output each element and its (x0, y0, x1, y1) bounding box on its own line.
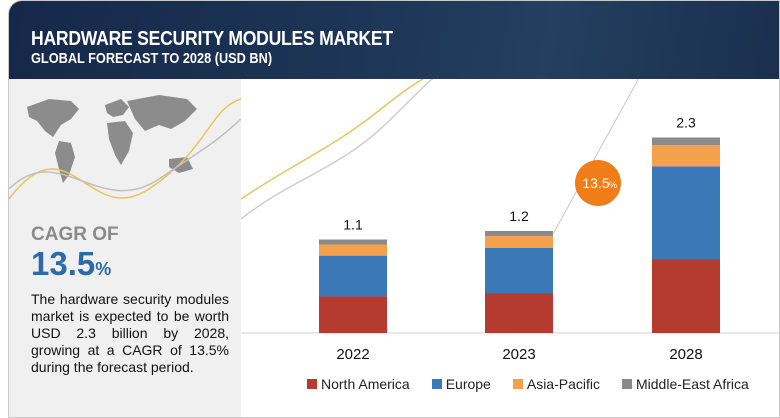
x-tick-label-2028: 2028 (669, 346, 702, 363)
world-map-icon (9, 95, 241, 200)
growth-arrow (552, 79, 640, 235)
legend-item: Europe (431, 376, 491, 392)
cagr-badge-unit: % (609, 180, 617, 190)
legend: North America Europe Asia-Pacific Middle-Ea… (307, 376, 749, 392)
legend-item: Asia-Pacific (512, 376, 600, 392)
legend-swatch (622, 379, 632, 389)
bar-segment-asia-pacific-2023 (485, 236, 553, 248)
x-tick-label-2022: 2022 (336, 346, 369, 363)
bar-segment-north-america-2022 (319, 296, 387, 333)
cagr-badge-label: 13.5 (582, 175, 609, 191)
cagr-badge (575, 160, 621, 206)
legend-label: North America (321, 376, 410, 392)
bar-segment-middle-east-africa-2028 (652, 137, 720, 146)
cagr-value: 13.5% (31, 245, 111, 283)
cagr-label: CAGR OF (31, 224, 119, 245)
legend-label: Middle-East Africa (636, 376, 749, 392)
bar-segment-europe-2023 (485, 248, 553, 294)
x-tick-label-2023: 2023 (502, 346, 535, 363)
decorative-curve (241, 79, 425, 200)
bar-segment-asia-pacific-2028 (652, 145, 720, 167)
legend-swatch (307, 379, 317, 389)
description: The hardware security modules market is … (31, 291, 229, 375)
legend-item: Middle-East Africa (622, 376, 749, 392)
total-label-2023: 1.2 (509, 208, 529, 224)
cagr-number: 13.5 (31, 245, 96, 282)
legend-label: Asia-Pacific (526, 376, 600, 392)
bar-segment-north-america-2028 (652, 259, 720, 333)
summary-panel: CAGR OF 13.5% The hardware security modu… (9, 79, 241, 417)
legend-item: North America (307, 376, 410, 392)
header: HARDWARE SECURITY MODULES MARKET GLOBAL … (9, 1, 779, 79)
bar-segment-asia-pacific-2022 (319, 244, 387, 256)
bar-segment-europe-2022 (319, 255, 387, 297)
decorative-curve (241, 79, 434, 220)
bar-segment-middle-east-africa-2022 (319, 239, 387, 245)
infographic: HARDWARE SECURITY MODULES MARKET GLOBAL … (8, 0, 780, 418)
legend-label: Europe (445, 376, 491, 392)
stacked-bar-chart: 1.1 2022 1.2 2023 2.3 2028 13.5% (241, 79, 779, 363)
bar-segment-north-america-2023 (485, 293, 553, 333)
total-label-2028: 2.3 (676, 115, 696, 131)
cagr-unit: % (95, 259, 112, 279)
total-label-2022: 1.1 (343, 217, 363, 233)
bar-segment-europe-2028 (652, 166, 720, 260)
legend-swatch (512, 379, 523, 389)
bar-segment-middle-east-africa-2023 (485, 231, 553, 237)
page-title: HARDWARE SECURITY MODULES MARKET (31, 28, 393, 50)
page-subtitle: GLOBAL FORECAST TO 2028 (USD BN) (31, 50, 273, 67)
legend-swatch (431, 379, 442, 389)
